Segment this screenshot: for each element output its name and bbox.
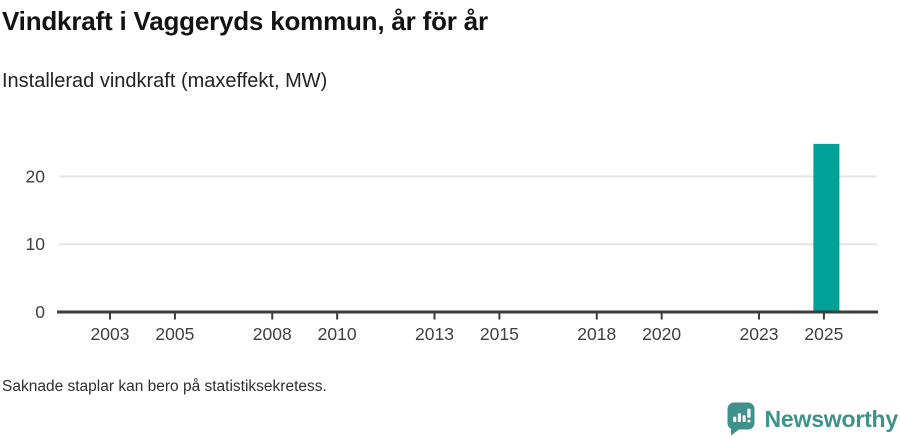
chart-footnote: Saknade staplar kan bero på statistiksek… [2, 378, 327, 395]
x-tick-label-2015: 2015 [480, 324, 519, 344]
x-tick-label-2008: 2008 [253, 324, 292, 344]
newsworthy-logo: Newsworthy [726, 401, 898, 437]
y-tick-label-10: 10 [26, 234, 46, 254]
x-tick-label-2005: 2005 [155, 324, 194, 344]
x-tick-label-2013: 2013 [415, 324, 454, 344]
x-tick-label-2010: 2010 [318, 324, 357, 344]
chart-subtitle: Installerad vindkraft (maxeffekt, MW) [2, 70, 328, 92]
x-tick-label-2023: 2023 [740, 324, 779, 344]
x-tick-label-2020: 2020 [642, 324, 681, 344]
newsworthy-speech-bubble-chart-icon [727, 402, 755, 436]
y-tick-label-20: 20 [26, 166, 46, 186]
x-tick-label-2025: 2025 [804, 324, 843, 344]
newsworthy-wordmark: Newsworthy [764, 406, 899, 432]
y-tick-label-0: 0 [35, 302, 45, 322]
chart-title: Vindkraft i Vaggeryds kommun, år för år [2, 6, 488, 36]
bar-2025 [813, 143, 840, 312]
x-tick-label-2003: 2003 [91, 324, 130, 344]
x-tick-label-2018: 2018 [577, 324, 616, 344]
